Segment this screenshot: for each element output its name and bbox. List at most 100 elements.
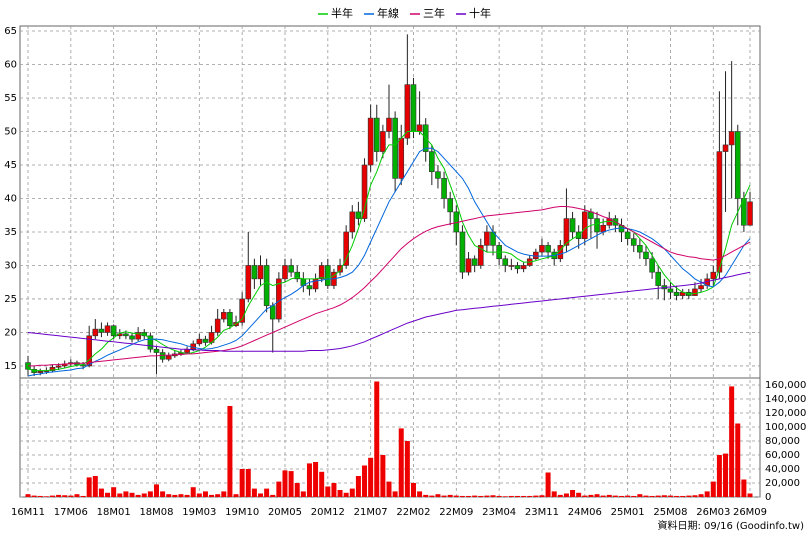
- candle-body: [673, 291, 680, 296]
- candle-body: [361, 164, 368, 219]
- volume-bar: [276, 481, 282, 497]
- candle-body: [31, 368, 37, 373]
- volume-bar: [37, 495, 43, 497]
- candle-body: [343, 231, 349, 266]
- x-tick-label: 23M11: [525, 507, 559, 518]
- volume-bar: [716, 455, 722, 497]
- x-tick-label: 23M04: [482, 507, 516, 518]
- volume-bar: [141, 493, 147, 497]
- candle-body: [514, 265, 521, 270]
- volume-bar: [86, 477, 92, 497]
- legend-label: 十年: [469, 6, 491, 20]
- candle-body: [416, 124, 423, 132]
- candle-body: [386, 117, 392, 132]
- volume-bar: [331, 483, 337, 497]
- candle-body: [49, 366, 56, 371]
- data-date-note: 資料日期: 09/16 (Goodinfo.tw): [657, 519, 804, 532]
- volume-bar: [209, 494, 215, 497]
- x-tick-label: 19M03: [182, 507, 216, 518]
- candle-body: [484, 231, 490, 246]
- volume-bar: [362, 465, 368, 497]
- x-tick-label: 18M01: [97, 507, 131, 518]
- volume-bar: [539, 495, 545, 497]
- candle-body: [129, 335, 135, 340]
- volume-bar: [56, 494, 62, 497]
- volume-bar: [166, 494, 172, 497]
- candle-body: [227, 312, 233, 327]
- volume-bar: [417, 491, 423, 497]
- volume-bar: [294, 483, 300, 497]
- volume-bar: [288, 471, 294, 497]
- legend-label: 三年: [423, 6, 445, 20]
- candle-body: [710, 271, 717, 280]
- volume-bar: [423, 494, 429, 497]
- x-tick-label: 16M11: [11, 507, 45, 518]
- volume-bar: [282, 470, 288, 497]
- candle-body: [337, 265, 343, 273]
- y-tick-label: 45: [4, 160, 17, 171]
- candle-body: [349, 211, 356, 233]
- candle-body: [637, 245, 643, 253]
- candle-body: [447, 198, 453, 213]
- candle-body: [545, 245, 551, 253]
- candle-body: [220, 312, 227, 320]
- candle-body: [539, 245, 545, 253]
- volume-bar: [319, 471, 325, 497]
- candle-body: [202, 338, 209, 343]
- volume-bar: [667, 495, 673, 497]
- x-tick-label: 22M02: [396, 507, 430, 518]
- y-tick-label: 20: [4, 327, 17, 338]
- candle-body: [624, 231, 631, 239]
- candle-body: [728, 131, 735, 146]
- candle-body: [123, 333, 129, 337]
- volume-bar: [484, 495, 490, 497]
- candle-body: [263, 265, 270, 306]
- volume-bar: [31, 495, 37, 497]
- volume-bar: [239, 469, 245, 497]
- volume-bar: [147, 491, 153, 497]
- volume-tick-label: 20,000: [765, 478, 800, 489]
- legend-label: 半年: [331, 6, 353, 20]
- x-tick-label: 25M08: [653, 507, 687, 518]
- volume-bar: [80, 495, 86, 497]
- volume-bar: [521, 495, 527, 497]
- volume-bar: [258, 493, 264, 497]
- candle-body: [392, 117, 398, 179]
- volume-bar: [172, 494, 178, 497]
- volume-bar: [514, 495, 520, 497]
- volume-bar: [43, 496, 49, 497]
- volume-bar: [680, 495, 686, 497]
- volume-bar: [637, 494, 643, 497]
- candle-body: [110, 325, 117, 337]
- candle-body: [269, 305, 276, 320]
- volume-bar: [386, 481, 392, 497]
- candle-body: [373, 117, 380, 152]
- volume-bar: [215, 494, 221, 497]
- volume-bar: [245, 469, 251, 497]
- candle-body: [165, 355, 172, 360]
- volume-bar: [459, 495, 465, 497]
- candle-body: [698, 285, 704, 290]
- candle-body: [643, 251, 649, 260]
- volume-bar: [527, 495, 533, 497]
- volume-tick-label: 120,000: [765, 408, 806, 419]
- legend-label: 年線: [377, 6, 399, 20]
- volume-bar: [68, 495, 74, 497]
- volume-bar: [588, 494, 594, 497]
- candle-body: [404, 84, 411, 139]
- volume-bar: [453, 495, 459, 497]
- volume-bar: [105, 492, 111, 497]
- candle-body: [398, 137, 405, 179]
- ma-line: [27, 271, 751, 352]
- candle-body: [630, 238, 637, 246]
- volume-bar: [92, 476, 98, 497]
- candle-body: [734, 131, 741, 199]
- y-tick-label: 60: [4, 60, 17, 71]
- volume-bar: [582, 495, 588, 497]
- candle-body: [569, 218, 576, 233]
- candle-body: [153, 348, 160, 353]
- candle-body: [288, 265, 294, 273]
- candle-body: [282, 265, 288, 280]
- candle-body: [86, 335, 92, 367]
- volume-tick-label: 40,000: [765, 464, 800, 475]
